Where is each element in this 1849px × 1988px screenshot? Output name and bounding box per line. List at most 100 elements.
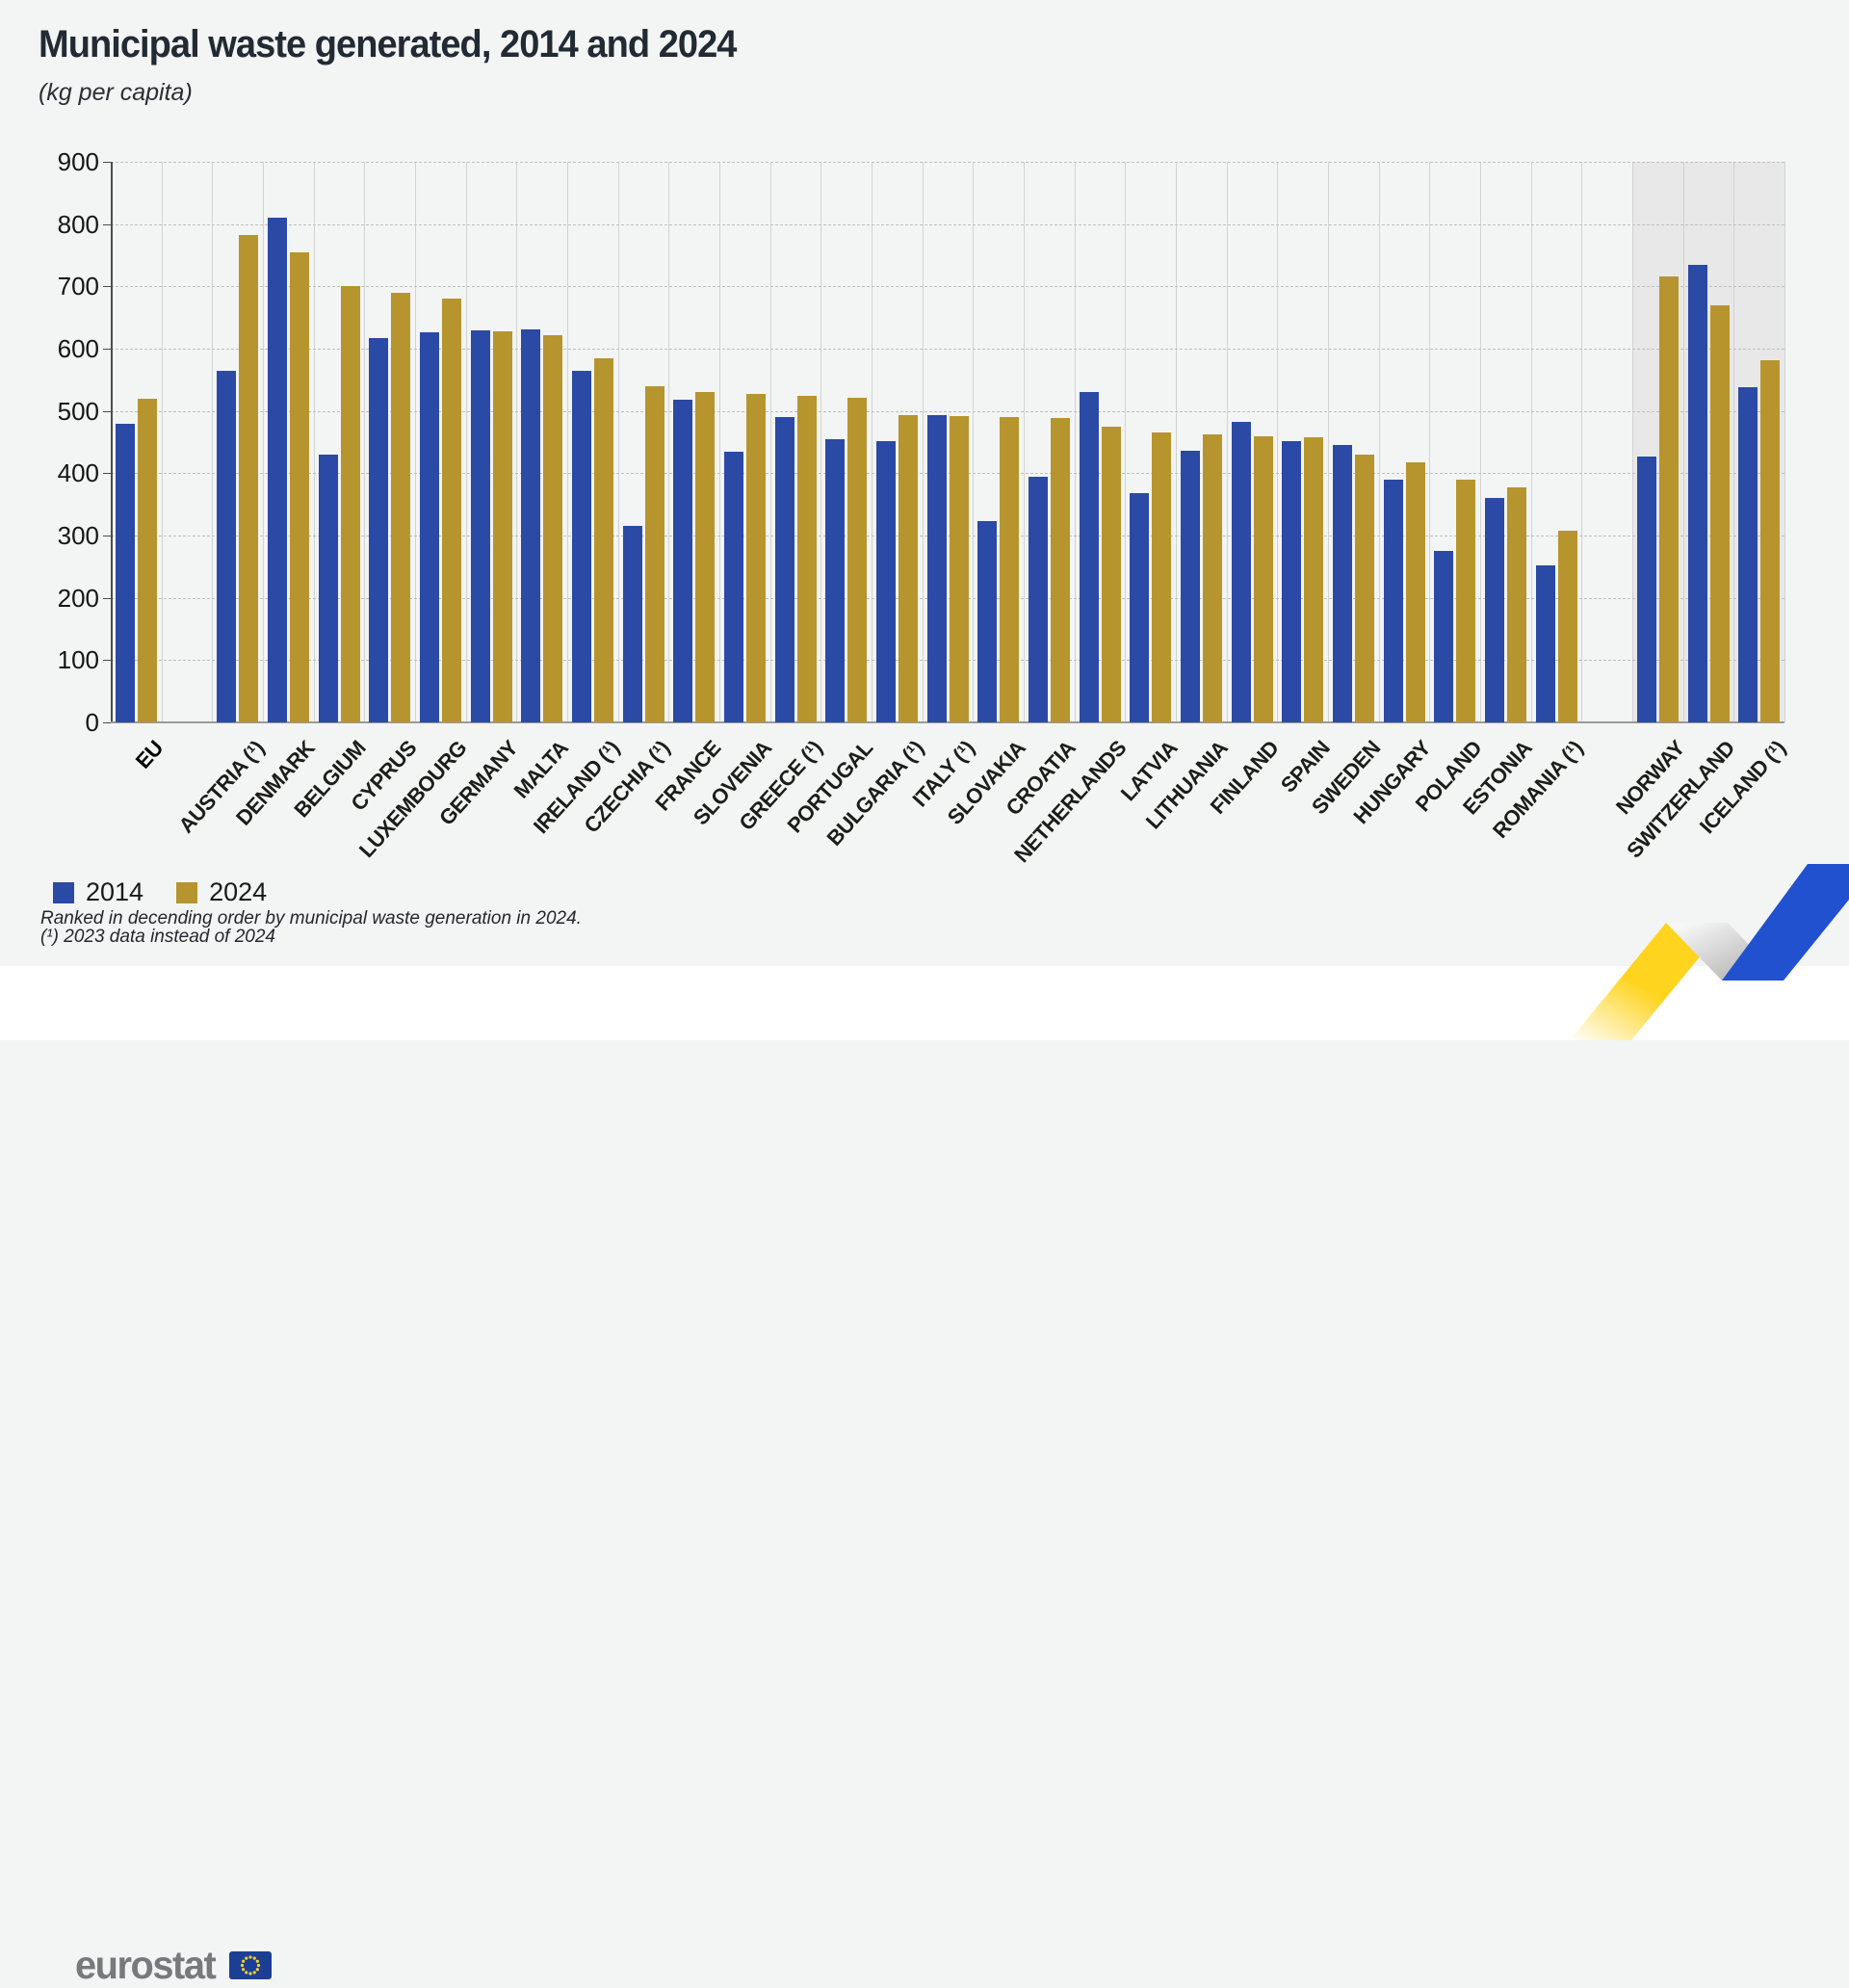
grid-vline [719,162,720,722]
bar-2014-czechia [622,526,642,722]
bar-2014-netherlands [1079,392,1099,722]
legend-swatch-2024 [176,881,198,903]
bar-2014-austria [217,370,237,722]
grid-vline [1530,162,1532,722]
y-tick-label: 0 [85,708,99,737]
bar-2024-luxembourg [441,298,461,722]
grid-hline [111,660,1784,662]
grid-vline [1581,162,1583,722]
grid-hline [111,286,1784,288]
bar-2024-portugal [847,398,868,722]
y-tick-label: 800 [57,209,99,239]
grid-vline [212,162,214,722]
eu-flag-star [255,1968,259,1972]
bar-2024-netherlands [1101,426,1121,722]
ribbon-blue-band [1722,864,1849,981]
grid-vline [1277,162,1279,722]
bar-2024-poland [1456,479,1476,722]
y-axis-tick [103,349,111,350]
grid-vline [313,162,315,722]
y-axis-tick [103,597,111,599]
grid-vline [364,162,366,722]
bar-2014-estonia [1484,498,1504,722]
efta-highlight-panel [1632,162,1784,722]
bar-2014-spain [1282,441,1302,722]
bar-2014-denmark [267,218,287,722]
grid-vline [617,162,619,722]
bar-2014-ireland [571,370,591,722]
bar-2024-slovakia [1000,417,1020,722]
bar-2024-italy [949,416,969,722]
y-tick-label: 300 [57,521,99,550]
legend-swatch-2014 [53,881,74,903]
bar-2014-poland [1434,551,1454,722]
bar-2014-hungary [1383,479,1403,722]
ribbon-yellow-band [1570,923,1728,1040]
bar-2024-denmark [289,251,309,722]
eu-flag-icon [228,1951,272,1979]
bar-2014-slovakia [977,521,998,722]
bar-2024-latvia [1152,432,1172,722]
bar-2024-spain [1304,437,1324,722]
eu-flag-star [248,1955,252,1959]
eu-flag-star [241,1968,246,1972]
grid-vline [668,162,670,722]
bar-2024-finland [1253,435,1273,722]
y-axis-line [111,162,113,722]
eu-flag-star [244,1971,248,1975]
chart-footnotes: Ranked in decending order by municipal w… [40,909,582,946]
bar-2024-belgium [340,286,360,722]
grid-vline [922,162,924,722]
y-tick-label: 600 [57,334,99,363]
bar-2024-norway [1658,275,1679,722]
infographic-page: Municipal waste generated, 2014 and 2024… [0,23,1849,1987]
bar-2014-belgium [318,454,338,722]
bar-2014-norway [1636,456,1656,722]
bar-2014-iceland [1738,387,1758,722]
bar-2014-greece [774,417,794,722]
bar-2014-croatia [1028,476,1048,722]
grid-vline [1632,162,1633,722]
bar-2024-czechia [644,385,664,722]
bar-2014-luxembourg [419,331,439,722]
bar-2024-romania [1557,530,1577,722]
grid-vline [567,162,568,722]
decorative-ribbon [1570,864,1849,1040]
grid-vline [1328,162,1329,722]
eu-flag-star [255,1959,259,1963]
bar-2024-croatia [1050,418,1070,722]
bar-2014-france [673,400,693,722]
eu-flag-star [252,1971,256,1975]
grid-vline [1024,162,1025,722]
y-axis-tick [103,223,111,225]
bar-2014-sweden [1332,445,1352,722]
bar-2014-bulgaria [875,440,896,722]
bar-2024-slovenia [745,393,766,722]
grid-vline [1429,162,1431,722]
grid-vline [263,162,264,722]
grid-vline [1480,162,1481,722]
bar-2014-romania [1535,565,1555,722]
y-axis-tick [103,286,111,288]
grid-vline [465,162,467,722]
grid-vline [820,162,822,722]
bar-2014-finland [1231,421,1251,722]
grid-vline [415,162,416,722]
y-tick-label: 200 [57,583,99,613]
bar-2014-lithuania [1180,451,1200,722]
grid-vline [1074,162,1076,722]
x-axis-line [111,721,1784,723]
bar-2024-sweden [1354,454,1374,722]
eurostat-logo-text: eurostat [75,1943,217,1987]
footnote-data-year: (¹) 2023 data instead of 2024 [40,927,276,947]
grid-vline [1176,162,1177,722]
legend-label-2024: 2024 [209,877,268,906]
chart-legend: 2014 2024 [53,877,288,907]
page-title: Municipal waste generated, 2014 and 2024 [39,23,737,65]
grid-hline [111,597,1784,599]
bar-2024-hungary [1405,462,1425,722]
grid-vline [973,162,975,722]
bar-2014-italy [926,415,947,722]
bar-2024-greece [796,396,817,722]
grid-vline [769,162,771,722]
